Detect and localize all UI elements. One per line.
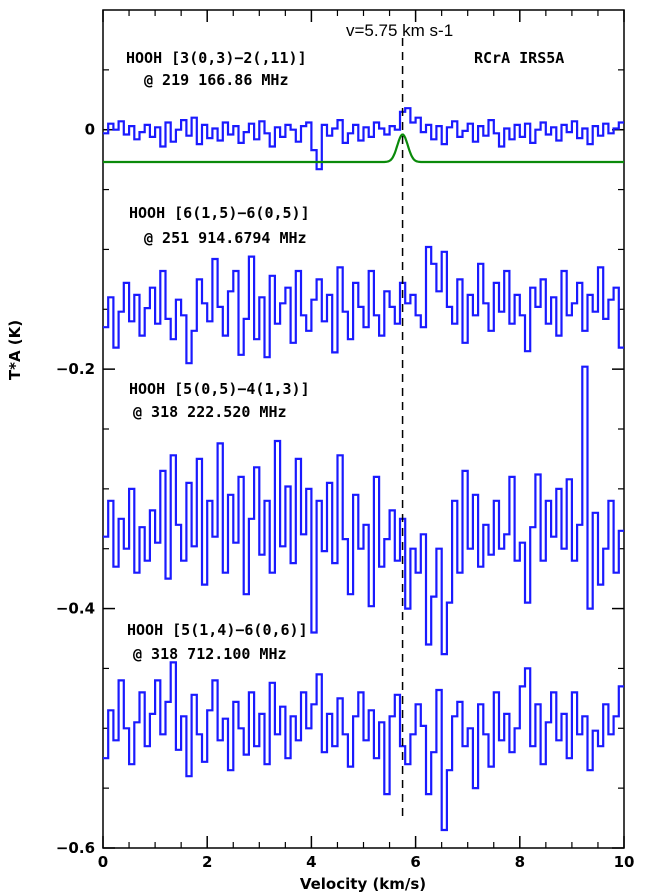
x-tick-label: 8 bbox=[515, 853, 525, 871]
x-tick-label: 4 bbox=[306, 853, 316, 871]
spectrum-series-1 bbox=[103, 107, 624, 171]
spectrum-series-2 bbox=[103, 245, 624, 365]
series-labels: HOOH [3(0,3)−2(,11)] @ 219 166.86 MHz HOOH… bbox=[126, 49, 310, 663]
series-4-frequency-label: @ 318 712.100 MHz bbox=[133, 645, 287, 663]
y-axis-ticks: 0 −0.2 −0.4 −0.6 bbox=[56, 69, 624, 857]
series-1-frequency-label: @ 219 166.86 MHz bbox=[144, 71, 289, 89]
series-2-frequency-label: @ 251 914.6794 MHz bbox=[144, 229, 307, 247]
spectra-series bbox=[103, 107, 624, 832]
series-2-transition-label: HOOH [6(1,5)−6(0,5)] bbox=[129, 204, 310, 222]
series-3-frequency-label: @ 318 222.520 MHz bbox=[133, 403, 287, 421]
source-label: RCrA IRS5A bbox=[474, 49, 564, 67]
spectrum-series-4 bbox=[103, 661, 624, 832]
series-1-transition-label: HOOH [3(0,3)−2(,11)] bbox=[126, 49, 307, 67]
y-axis-title: T*A (K) bbox=[6, 320, 24, 380]
x-axis-ticks: 0 2 4 6 8 10 bbox=[98, 10, 635, 871]
x-axis-title: Velocity (km/s) bbox=[300, 875, 426, 893]
y-tick-label: −0.2 bbox=[56, 360, 95, 378]
y-tick-label: −0.6 bbox=[56, 839, 95, 857]
x-tick-label: 0 bbox=[98, 853, 108, 871]
series-4-transition-label: HOOH [5(1,4)−6(0,6)] bbox=[127, 621, 308, 639]
gaussian-fit-line bbox=[103, 133, 624, 164]
y-tick-label: 0 bbox=[85, 121, 95, 139]
x-tick-label: 6 bbox=[410, 853, 420, 871]
series-3-transition-label: HOOH [5(0,5)−4(1,3)] bbox=[129, 380, 310, 398]
velocity-marker-label: v=5.75 km s-1 bbox=[346, 21, 453, 40]
x-tick-label: 10 bbox=[614, 853, 635, 871]
x-tick-label: 2 bbox=[202, 853, 212, 871]
spectrum-series-3 bbox=[103, 365, 624, 656]
y-tick-label: −0.4 bbox=[56, 600, 95, 618]
